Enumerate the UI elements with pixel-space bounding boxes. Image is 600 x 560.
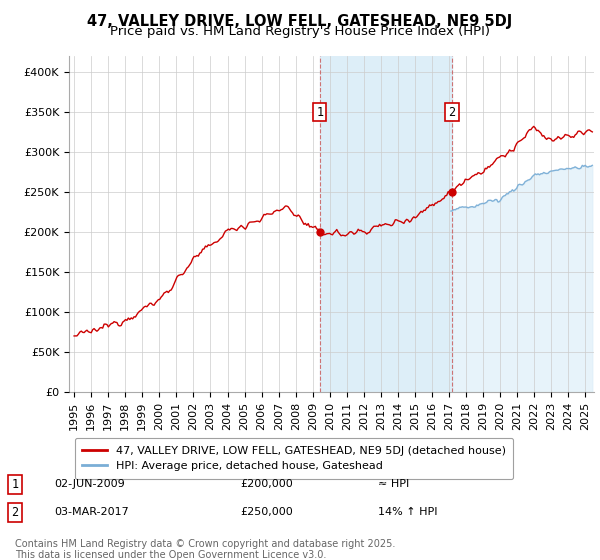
- Text: 1: 1: [11, 478, 19, 491]
- Text: 14% ↑ HPI: 14% ↑ HPI: [378, 507, 437, 517]
- Bar: [320, 56, 452, 392]
- Text: 2: 2: [11, 506, 19, 519]
- Text: Contains HM Land Registry data © Crown copyright and database right 2025.
This d: Contains HM Land Registry data © Crown c…: [15, 539, 395, 560]
- Text: £250,000: £250,000: [240, 507, 293, 517]
- Text: 1: 1: [316, 105, 323, 119]
- Text: Price paid vs. HM Land Registry's House Price Index (HPI): Price paid vs. HM Land Registry's House …: [110, 25, 490, 38]
- Text: 02-JUN-2009: 02-JUN-2009: [54, 479, 125, 489]
- Text: 2: 2: [448, 105, 455, 119]
- Text: ≈ HPI: ≈ HPI: [378, 479, 409, 489]
- Legend: 47, VALLEY DRIVE, LOW FELL, GATESHEAD, NE9 5DJ (detached house), HPI: Average pr: 47, VALLEY DRIVE, LOW FELL, GATESHEAD, N…: [74, 438, 514, 479]
- Text: 03-MAR-2017: 03-MAR-2017: [54, 507, 129, 517]
- Text: £200,000: £200,000: [240, 479, 293, 489]
- Text: 47, VALLEY DRIVE, LOW FELL, GATESHEAD, NE9 5DJ: 47, VALLEY DRIVE, LOW FELL, GATESHEAD, N…: [88, 14, 512, 29]
